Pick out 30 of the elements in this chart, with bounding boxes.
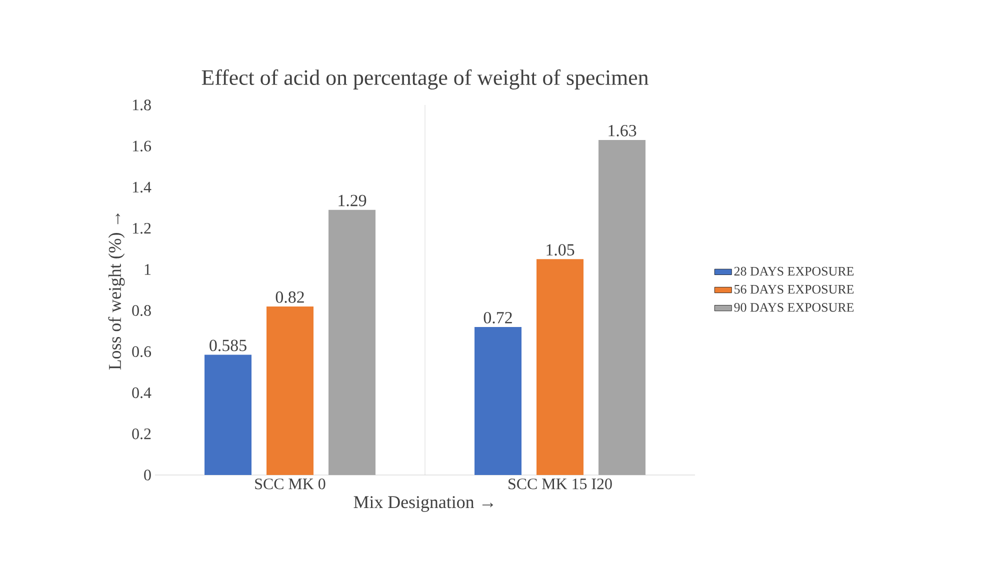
bar bbox=[204, 354, 252, 475]
data-label: 1.63 bbox=[608, 124, 636, 136]
y-tick-label: 1.8 bbox=[132, 100, 151, 110]
y-tick-label: 0 bbox=[144, 470, 151, 480]
y-tick-label: 0.2 bbox=[132, 428, 151, 440]
y-tick-label: 0.8 bbox=[132, 305, 151, 316]
bar bbox=[474, 326, 522, 475]
legend-label: 90 DAYS EXPOSURE bbox=[734, 303, 854, 312]
y-tick-label: 1.2 bbox=[132, 222, 151, 234]
data-label: 0.72 bbox=[484, 312, 512, 324]
legend-label: 28 DAYS EXPOSURE bbox=[734, 266, 854, 276]
x-tick-label: SCC MK 15 I20 bbox=[508, 478, 612, 490]
bar bbox=[598, 140, 646, 475]
data-label: 0.585 bbox=[210, 340, 246, 352]
chart-title: Effect of acid on percentage of weight of specimen bbox=[202, 69, 648, 90]
y-tick-label: 0.4 bbox=[132, 387, 152, 398]
bar bbox=[328, 210, 376, 475]
y-tick-label: 1.4 bbox=[132, 182, 152, 193]
data-label: 0.82 bbox=[276, 291, 304, 303]
y-tick-label: 1 bbox=[144, 264, 151, 275]
legend-label: 56 DAYS EXPOSURE bbox=[734, 284, 854, 294]
bar bbox=[536, 259, 584, 475]
y-tick-label: 1.6 bbox=[132, 140, 152, 152]
y-tick-label: 0.6 bbox=[132, 346, 152, 358]
x-axis-title: Mix Designation → bbox=[354, 496, 494, 512]
data-label: 1.29 bbox=[338, 194, 366, 206]
y-axis-title: Loss of weight (%) → bbox=[108, 213, 125, 370]
x-tick-label: SCC MK 0 bbox=[255, 478, 326, 490]
bar bbox=[266, 306, 314, 475]
data-label: 1.05 bbox=[546, 244, 574, 256]
